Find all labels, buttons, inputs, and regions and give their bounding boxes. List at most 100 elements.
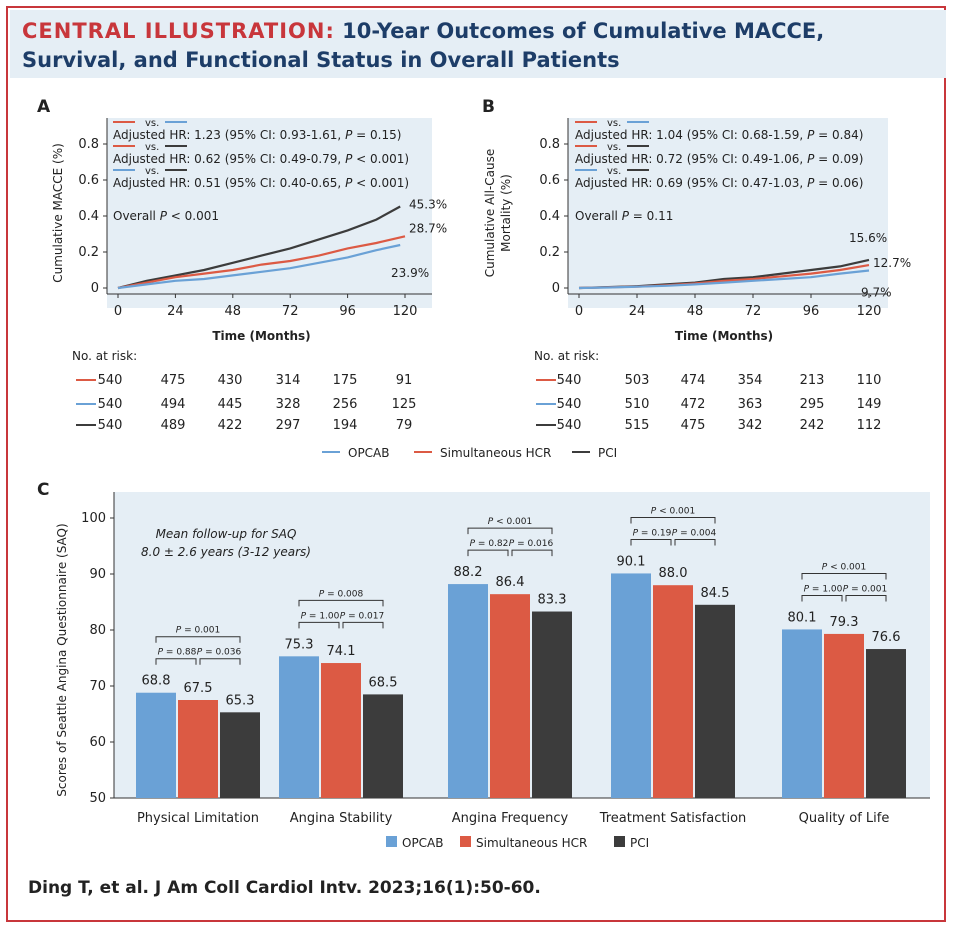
- risk-value: 91: [396, 373, 413, 388]
- risk-value: 494: [161, 397, 186, 412]
- series-line-pci: [117, 205, 401, 290]
- y-axis-label: Cumulative MACCE (%): [51, 143, 65, 283]
- followup-annotation: Mean follow-up for SAQ: [156, 527, 297, 541]
- panel-letter-c: C: [37, 480, 49, 500]
- x-tick-label: 0: [575, 304, 583, 319]
- risk-value: 489: [161, 418, 186, 433]
- p-bracket-hcr-pci: [845, 594, 887, 602]
- y-tick-label: 0.6: [78, 173, 99, 188]
- p-bracket-hcr-pci: [342, 621, 384, 629]
- risk-value: 503: [625, 373, 650, 388]
- legend-label-pci: PCI: [630, 836, 649, 850]
- p-value-opcab-hcr: P = 1.00: [301, 611, 340, 621]
- bar-value-label: 65.3: [226, 693, 255, 708]
- adjusted-hr-text: Adjusted HR: 0.69 (95% CI: 0.47-1.03, P …: [575, 176, 863, 190]
- y-tick-label: 0.8: [78, 137, 99, 152]
- y-tick-label: 50: [89, 791, 106, 806]
- p-value-overall: P = 0.001: [176, 626, 220, 636]
- p-bracket-hcr-pci: [511, 549, 553, 557]
- risk-value: 112: [857, 418, 882, 433]
- x-tick-label: 0: [114, 304, 122, 319]
- illustration-header: [10, 10, 946, 78]
- x-tick-label: 120: [857, 304, 882, 319]
- p-bracket-opcab-hcr: [155, 658, 197, 665]
- x-tick-label: 48: [687, 304, 704, 319]
- risk-value: 515: [625, 418, 650, 433]
- y-tick-label: 0: [552, 281, 560, 296]
- page-title: CENTRAL ILLUSTRATION: 10-Year Outcomes o…: [22, 19, 824, 43]
- risk-value: 297: [276, 418, 301, 433]
- adjusted-hr-text: Adjusted HR: 0.62 (95% CI: 0.49-0.79, P …: [113, 152, 409, 166]
- y-tick-label: 0.2: [539, 245, 560, 260]
- bar-pci: [532, 611, 572, 798]
- bar-hcr: [490, 594, 530, 798]
- risk-value: 430: [218, 373, 243, 388]
- bar-hcr: [824, 633, 864, 798]
- p-value-opcab-hcr: P = 0.88: [158, 648, 197, 658]
- overall-p-value: Overall P < 0.001: [113, 209, 219, 223]
- y-tick-label: 70: [89, 679, 106, 694]
- legend-vs: vs.: [607, 166, 621, 177]
- bar-hcr: [321, 663, 361, 798]
- bar-value-label: 80.1: [788, 610, 817, 625]
- end-label-opcab: 9.7%: [861, 286, 892, 300]
- bar-legend: OPCAB Simultaneous HCR PCI: [386, 836, 649, 850]
- end-label-pci: 15.6%: [849, 231, 887, 245]
- risk-value: 125: [392, 397, 417, 412]
- adjusted-hr-text: Adjusted HR: 1.04 (95% CI: 0.68-1.59, P …: [575, 128, 863, 142]
- p-bracket-overall: [801, 572, 887, 580]
- p-bracket-overall: [298, 599, 384, 607]
- bar-value-label: 74.1: [327, 644, 356, 659]
- p-value-overall: P < 0.001: [488, 517, 532, 527]
- legend-swatch-pci: [614, 836, 625, 847]
- page-title-line2: Survival, and Functional Status in Overa…: [22, 48, 620, 72]
- followup-annotation: 8.0 ± 2.6 years (3-12 years): [141, 545, 311, 559]
- title-part1: 10-Year Outcomes of Cumulative MACCE,: [342, 19, 825, 43]
- risk-value: 363: [738, 397, 763, 412]
- line-legend: OPCAB Simultaneous HCR PCI: [322, 446, 617, 460]
- p-value-overall: P = 0.008: [319, 589, 364, 599]
- bar-value-label: 86.4: [496, 575, 525, 590]
- end-label-hcr: 12.7%: [873, 256, 911, 270]
- legend-vs: vs.: [607, 142, 621, 153]
- p-bracket-overall: [155, 636, 241, 643]
- bar-value-label: 90.1: [617, 554, 646, 569]
- x-axis-label: Time (Months): [675, 329, 773, 343]
- risk-value: 242: [800, 418, 825, 433]
- x-tick-label: 96: [803, 304, 820, 319]
- bar-hcr: [653, 585, 693, 798]
- bar-value-label: 84.5: [701, 586, 730, 601]
- bar-value-label: 75.3: [285, 637, 314, 652]
- y-tick-label: 0.4: [78, 209, 99, 224]
- legend-vs: vs.: [145, 142, 159, 153]
- risk-value: 475: [161, 373, 186, 388]
- p-value-opcab-hcr: P = 1.00: [804, 584, 843, 594]
- x-tick-label: 24: [167, 304, 184, 319]
- risk-value: 540: [98, 373, 123, 388]
- legend-label-hcr: Simultaneous HCR: [440, 446, 551, 460]
- risk-value: 342: [738, 418, 763, 433]
- risk-value: 510: [625, 397, 650, 412]
- legend-swatch-hcr: [460, 836, 471, 847]
- y-tick-label: 80: [89, 623, 106, 638]
- legend-label-opcab: OPCAB: [348, 446, 390, 460]
- p-value-hcr-pci: P = 0.016: [509, 539, 554, 549]
- adjusted-hr-text: Adjusted HR: 0.72 (95% CI: 0.49-1.06, P …: [575, 152, 863, 166]
- y-tick-label: 0.4: [539, 209, 560, 224]
- risk-value: 295: [800, 397, 825, 412]
- risk-value: 422: [218, 418, 243, 433]
- panel-letter-b: B: [482, 97, 495, 117]
- risk-value: 256: [333, 397, 358, 412]
- y-axis-label: Cumulative All-Cause: [483, 149, 497, 277]
- y-tick-label: 0.2: [78, 245, 99, 260]
- risk-value: 110: [857, 373, 882, 388]
- risk-value: 213: [800, 373, 825, 388]
- series-line-hcr: [117, 235, 406, 290]
- risk-value: 540: [557, 373, 582, 388]
- x-tick-label: 24: [629, 304, 646, 319]
- p-bracket-hcr-pci: [674, 538, 716, 546]
- plot-background: [568, 118, 888, 308]
- series-line-opcab: [578, 269, 870, 290]
- bar-value-label: 68.5: [369, 675, 398, 690]
- bar-opcab: [611, 573, 651, 798]
